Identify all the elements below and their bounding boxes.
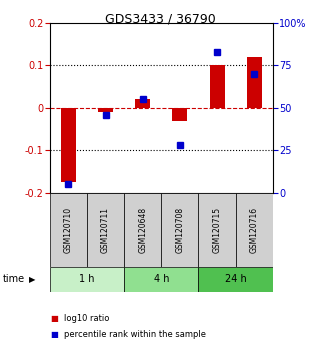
Text: 4 h: 4 h <box>153 274 169 284</box>
Bar <box>236 193 273 267</box>
Bar <box>135 99 150 108</box>
Text: ▶: ▶ <box>29 275 35 284</box>
Bar <box>172 108 187 121</box>
Text: GSM120710: GSM120710 <box>64 207 73 253</box>
Bar <box>98 108 113 112</box>
Text: ■: ■ <box>50 330 58 339</box>
Bar <box>198 267 273 292</box>
Bar <box>198 193 236 267</box>
Bar <box>124 267 198 292</box>
Text: log10 ratio: log10 ratio <box>64 314 109 323</box>
Bar <box>161 193 198 267</box>
Text: GSM120716: GSM120716 <box>250 207 259 253</box>
Text: 24 h: 24 h <box>225 274 247 284</box>
Text: GSM120648: GSM120648 <box>138 207 147 253</box>
Bar <box>87 193 124 267</box>
Text: percentile rank within the sample: percentile rank within the sample <box>64 330 206 339</box>
Text: ■: ■ <box>50 314 58 323</box>
Bar <box>247 57 262 108</box>
Text: 1 h: 1 h <box>79 274 95 284</box>
Text: GSM120708: GSM120708 <box>175 207 184 253</box>
Text: GSM120711: GSM120711 <box>101 207 110 253</box>
Bar <box>210 65 224 108</box>
Bar <box>61 108 76 182</box>
Text: GDS3433 / 36790: GDS3433 / 36790 <box>105 12 216 25</box>
Bar <box>124 193 161 267</box>
Text: time: time <box>3 274 25 284</box>
Bar <box>50 193 87 267</box>
Text: GSM120715: GSM120715 <box>213 207 221 253</box>
Bar <box>50 267 124 292</box>
